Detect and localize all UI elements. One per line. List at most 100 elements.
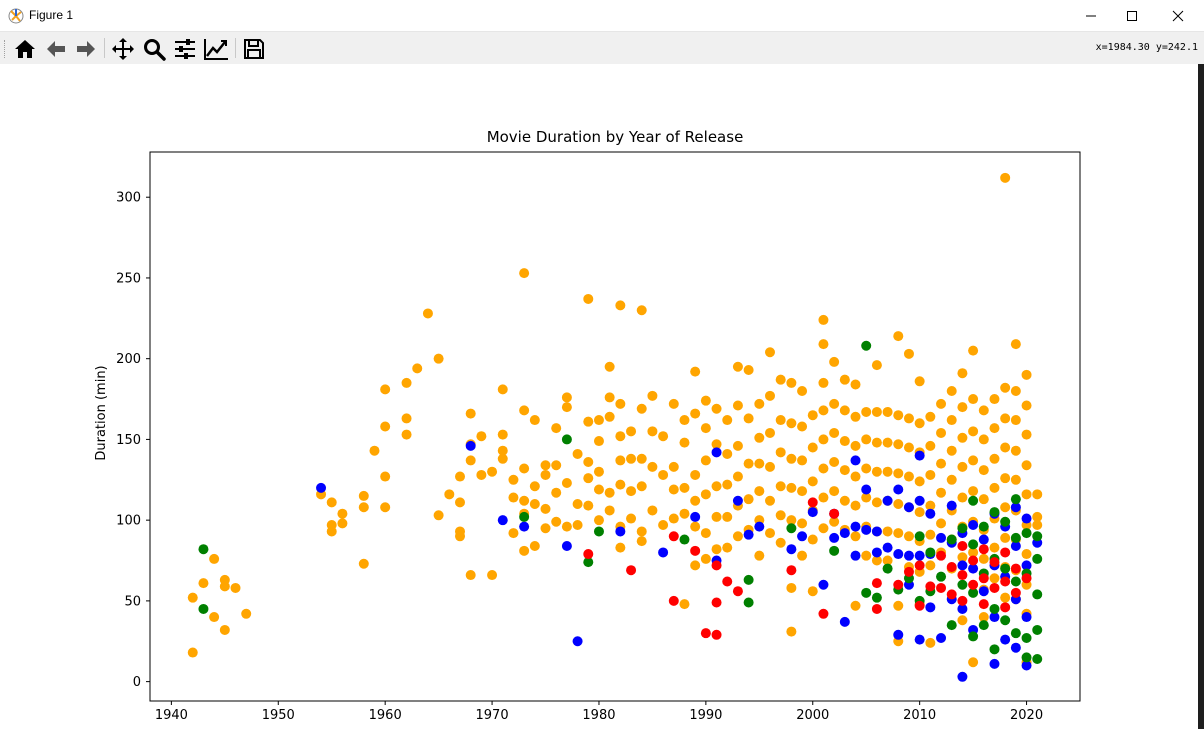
scatter-point-orange [914,476,925,487]
scatter-point-orange [1032,489,1043,500]
scatter-point-blue [882,542,893,553]
y-tick-label: 200 [116,352,141,367]
scatter-point-orange [850,471,861,482]
scatter-point-blue [1000,634,1011,645]
scatter-point-orange [850,411,861,422]
scatter-point-orange [818,405,829,416]
home-button[interactable] [12,36,38,62]
scatter-point-orange [893,439,904,450]
scatter-point-orange [1032,519,1043,530]
scatter-point-orange [839,495,850,506]
scatter-point-orange [593,436,604,447]
scatter-point-orange [829,356,840,367]
scatter-point-blue [978,534,989,545]
scatter-point-orange [754,398,765,409]
scatter-point-orange [508,492,519,503]
scatter-point-orange [786,453,797,464]
scatter-point-red [978,599,989,610]
scatter-point-blue [1010,540,1021,551]
scatter-point-blue [893,629,904,640]
back-button[interactable] [43,36,69,62]
scatter-point-green [743,597,754,608]
edit-axis-button[interactable] [203,36,229,62]
x-tick-label: 1950 [262,708,295,723]
pan-button[interactable] [110,36,136,62]
maximize-button[interactable] [1109,0,1155,31]
scatter-point-orange [626,426,637,437]
close-button[interactable] [1155,0,1201,31]
scatter-point-orange [893,600,904,611]
scatter-point-orange [743,494,754,505]
scatter-point-orange [829,486,840,497]
scatter-point-orange [882,437,893,448]
scatter-point-blue [914,495,925,506]
scatter-point-orange [1021,369,1032,380]
scatter-point-orange [765,390,775,401]
scatter-point-orange [711,481,722,492]
scatter-point-orange [615,455,626,466]
scatter-point-orange [1021,429,1032,440]
scatter-point-red [1010,563,1021,574]
toolbar-separator [235,38,236,58]
scatter-point-orange [700,423,711,434]
zoom-button[interactable] [141,36,167,62]
scatter-point-red [807,497,818,508]
scatter-point-orange [861,463,872,474]
save-button[interactable] [241,36,267,62]
scatter-point-orange [829,427,840,438]
scatter-chart[interactable]: Movie Duration by Year of Release Durati… [0,64,1198,729]
scatter-point-blue [871,547,882,558]
scatter-point-green [978,620,989,631]
scatter-point-orange [444,489,455,500]
navigation-toolbar: x=1984.30 y=242.1 [0,32,1204,65]
scatter-point-orange [583,473,594,484]
y-tick-label: 100 [116,514,141,529]
scatter-point-orange [882,555,893,566]
scatter-point-orange [412,363,423,374]
scatter-point-orange [722,542,733,553]
scatter-point-orange [551,460,562,471]
scatter-point-orange [433,353,444,364]
scatter-point-blue [989,658,1000,669]
scatter-point-blue [797,531,808,542]
scatter-point-orange [893,468,904,479]
scatter-point-orange [743,364,754,375]
scatter-point-orange [914,376,925,387]
scatter-point-orange [529,540,540,551]
scatter-point-orange [968,426,979,437]
forward-button[interactable] [73,36,99,62]
scatter-point-green [583,557,594,568]
scatter-point-orange [561,521,572,532]
configure-subplots-button[interactable] [172,36,198,62]
scatter-point-orange [700,553,711,564]
minimize-button[interactable] [1068,0,1114,31]
scatter-point-orange [422,308,433,319]
close-icon [1172,10,1184,21]
scatter-point-orange [551,423,562,434]
figure-canvas[interactable]: Movie Duration by Year of Release Durati… [0,64,1198,729]
scatter-point-red [968,555,979,566]
scatter-point-orange [925,560,936,571]
scatter-point-blue [839,528,850,539]
matplotlib-icon [8,8,24,24]
scatter-point-orange [700,395,711,406]
toolbar-grip [4,40,7,58]
scatter-point-red [711,597,722,608]
scatter-point-red [1010,587,1021,598]
cursor-coordinates: x=1984.30 y=242.1 [1095,42,1198,53]
scatter-point-orange [797,455,808,466]
data-points [187,172,1043,682]
scatter-point-orange [401,377,412,388]
scatter-point-green [861,340,872,351]
scatter-point-blue [957,560,968,571]
scatter-point-orange [818,377,829,388]
x-tick-label: 1970 [476,708,509,723]
scatter-point-orange [380,471,391,482]
scatter-point-orange [455,497,465,508]
scatter-point-orange [615,398,626,409]
scatter-point-orange [978,494,989,505]
scatter-point-orange [829,516,840,527]
scatter-point-orange [583,416,594,427]
scatter-point-orange [807,586,818,597]
scatter-point-green [1032,589,1043,600]
